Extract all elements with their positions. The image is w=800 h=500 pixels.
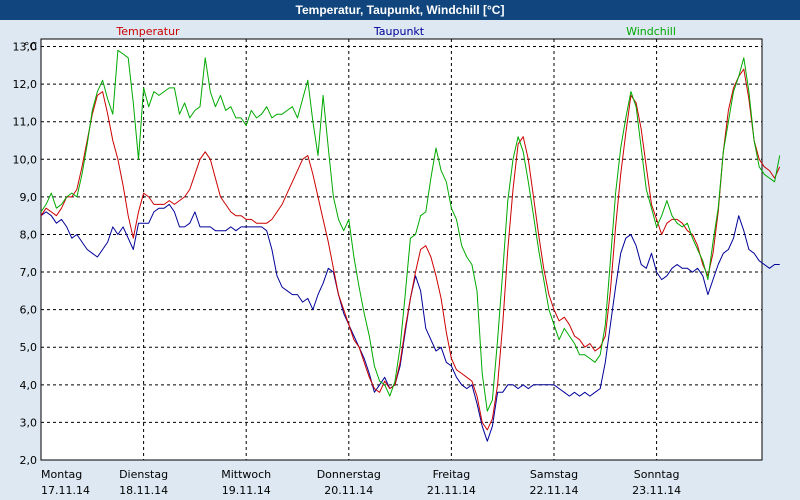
y-tick-label: 8,0: [20, 228, 38, 241]
y-tick-label: 9,0: [20, 191, 38, 204]
legend-label-windchill: Windchill: [626, 25, 676, 38]
series-line-temperatur: [40, 68, 781, 431]
chart-title: Temperatur, Taupunkt, Windchill [°C]: [0, 0, 800, 20]
legend-label-taupunkt: Taupunkt: [373, 25, 425, 38]
x-tick-date-label: 18.11.14: [119, 484, 168, 497]
y-tick-label: 6,0: [20, 304, 38, 317]
x-tick-day-label: Mittwoch: [221, 468, 271, 481]
x-tick-date-label: 23.11.14: [632, 484, 681, 497]
y-tick-label: 12,0: [13, 78, 38, 91]
x-tick-day-label: Montag: [41, 468, 82, 481]
y-axis-unit-label: °C: [24, 40, 38, 53]
y-tick-label: 7,0: [20, 266, 38, 279]
line-chart: °C 2,0 3,0 4,0 5,0 6,0 7,0 8,0 9,0 10,0 11,0 12,0 1…: [0, 20, 800, 500]
x-tick-day-label: Sonntag: [634, 468, 680, 481]
x-tick-date-label: 19.11.14: [222, 484, 271, 497]
plot-area: [40, 38, 763, 461]
series-line-windchill: [40, 49, 781, 412]
y-tick-label: 2,0: [20, 454, 38, 467]
x-tick-date-label: 17.11.14: [41, 484, 90, 497]
legend: Temperatur Taupunkt Windchill: [115, 25, 676, 38]
grid-lines: [41, 39, 762, 460]
x-tick-day-label: Samstag: [530, 468, 578, 481]
y-tick-label: 10,0: [13, 153, 38, 166]
legend-label-temperatur: Temperatur: [115, 25, 180, 38]
x-tick-labels: Montag 17.11.14 Dienstag 18.11.14 Mittwoch 19…: [41, 468, 681, 497]
series-lines: [40, 49, 781, 442]
y-tick-label: 3,0: [20, 416, 38, 429]
x-tick-day-label: Freitag: [433, 468, 471, 481]
y-tick-label: 13,0: [13, 41, 38, 54]
x-tick-date-label: 22.11.14: [530, 484, 579, 497]
x-tick-date-label: 20.11.14: [324, 484, 373, 497]
x-tick-day-label: Dienstag: [119, 468, 168, 481]
x-tick-day-label: Donnerstag: [317, 468, 381, 481]
y-tick-label: 11,0: [13, 116, 38, 129]
y-tick-label: 5,0: [20, 341, 38, 354]
y-tick-labels: 2,0 3,0 4,0 5,0 6,0 7,0 8,0 9,0 10,0 11,0 12,0 13,0: [13, 41, 38, 467]
x-tick-date-label: 21.11.14: [427, 484, 476, 497]
y-tick-label: 4,0: [20, 379, 38, 392]
